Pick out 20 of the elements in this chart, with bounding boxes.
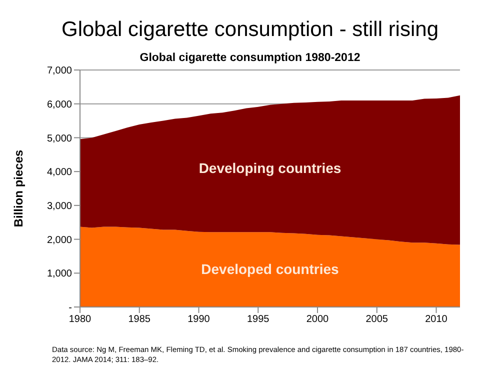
x-tick-label: 1995 [247, 314, 270, 326]
y-tick-label: 7,000 [46, 66, 72, 77]
series-label: Developed countries [200, 260, 340, 277]
x-tick-label: 1985 [128, 314, 151, 326]
series-label: Developing countries [198, 160, 342, 176]
y-tick-label: 2,000 [46, 234, 72, 246]
y-tick-label: - [68, 302, 72, 314]
chart-subtitle: Global cigarette consumption 1980-2012 [138, 52, 362, 64]
y-tick-label: 6,000 [46, 99, 72, 110]
x-tick-label: 1980 [68, 314, 92, 326]
y-tick-label: 5,000 [46, 133, 72, 144]
x-tick-label: 2005 [366, 314, 388, 326]
x-tick-label: 2000 [306, 314, 330, 326]
x-tick-label: 1990 [188, 314, 210, 326]
y-tick-label: 3,000 [46, 200, 72, 212]
y-axis-title: Billion pieces [11, 150, 26, 228]
chart-title: Global cigarette consumption - still rising [60, 18, 440, 42]
y-tick-label: 4,000 [46, 167, 72, 178]
x-tick-label: 2010 [425, 314, 448, 326]
y-tick-label: 1,000 [46, 268, 72, 280]
